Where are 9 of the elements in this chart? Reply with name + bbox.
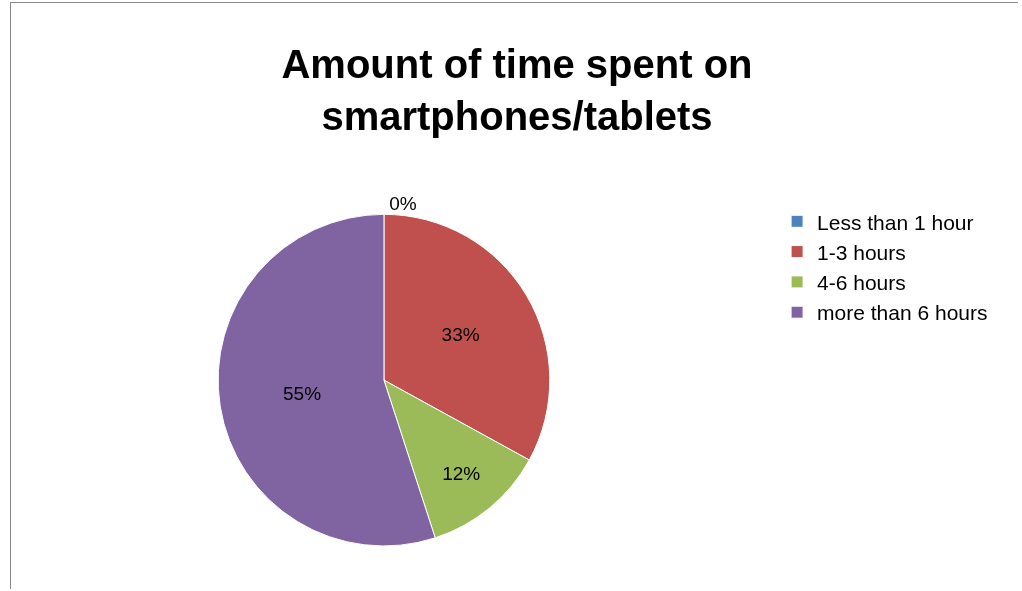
data-label: 12% [442, 463, 481, 485]
legend-label: Less than 1 hour [817, 210, 974, 234]
legend-label: 4-6 hours [817, 271, 906, 295]
legend-label: more than 6 hours [817, 301, 988, 325]
data-label: 33% [441, 324, 480, 346]
chart-title: Amount of time spent on smartphones/tablets [280, 41, 754, 140]
legend-label: 1-3 hours [817, 240, 906, 264]
text: 0% [389, 193, 417, 215]
data-label: 55% [283, 382, 322, 404]
